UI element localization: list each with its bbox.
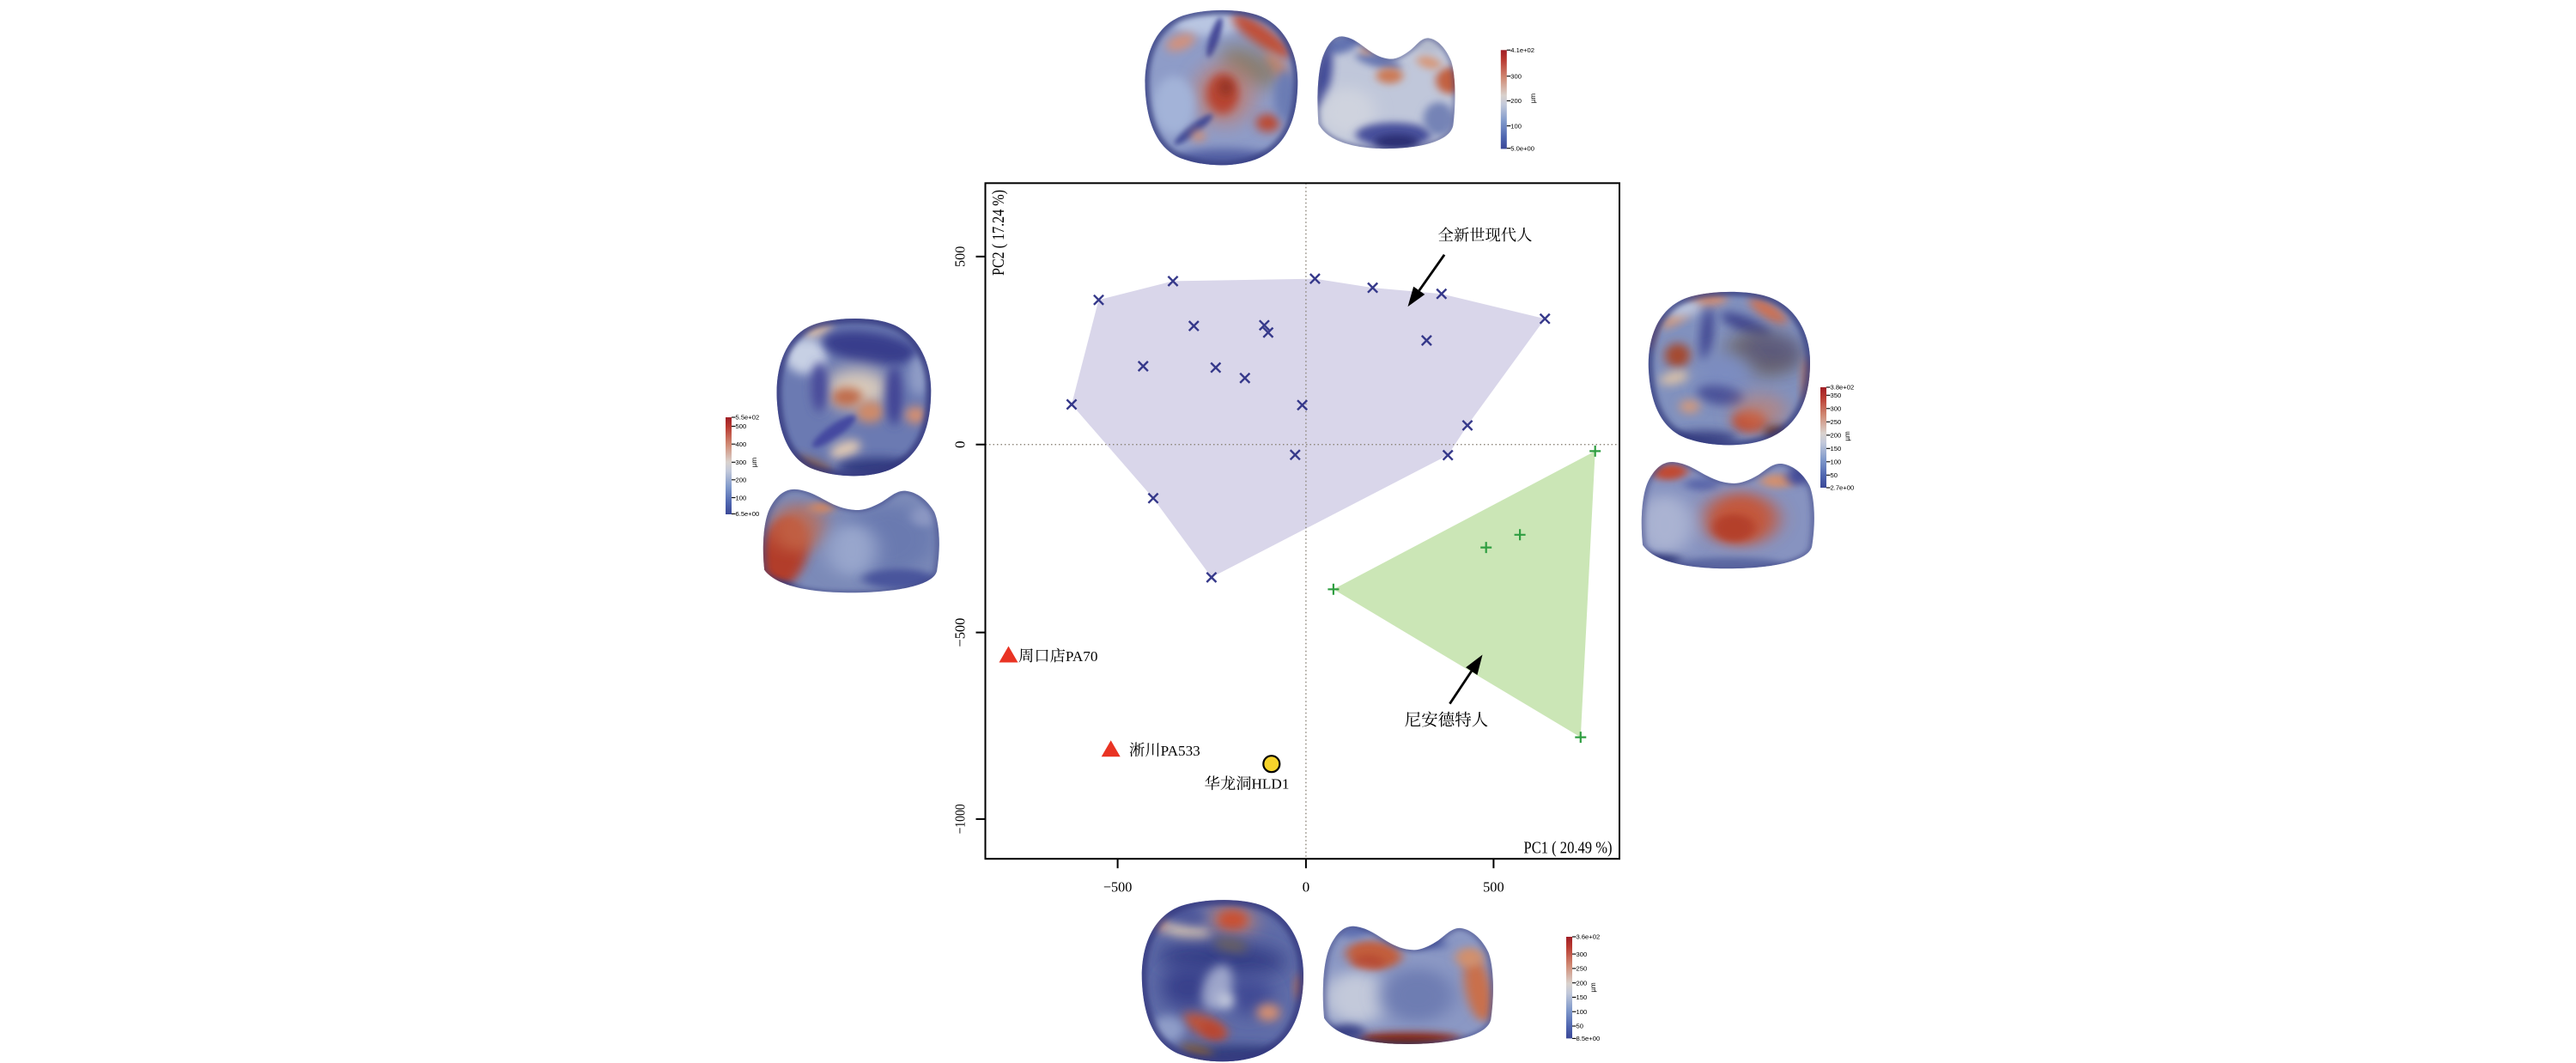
svg-text:300: 300	[1510, 72, 1522, 80]
svg-text:−500: −500	[1103, 878, 1132, 895]
svg-text:50: 50	[1577, 1023, 1583, 1030]
svg-text:300: 300	[1831, 405, 1842, 413]
svg-text:400: 400	[736, 440, 747, 448]
svg-text:5.0e+00: 5.0e+00	[1510, 144, 1534, 152]
svg-text:8.5e+00: 8.5e+00	[1577, 1035, 1601, 1042]
svg-text:200: 200	[736, 477, 747, 484]
svg-text:200: 200	[1510, 97, 1522, 105]
svg-text:250: 250	[1577, 965, 1588, 973]
svg-text:350: 350	[1831, 392, 1842, 399]
svg-text:500: 500	[736, 422, 747, 430]
svg-text:250: 250	[1831, 418, 1842, 426]
svg-text:3.8e+02: 3.8e+02	[1831, 384, 1855, 392]
svg-text:500: 500	[951, 246, 968, 268]
svg-text:−500: −500	[951, 618, 968, 647]
svg-text:150: 150	[1577, 993, 1588, 1001]
svg-text:0: 0	[951, 440, 968, 448]
svg-text:µm: µm	[1529, 94, 1537, 104]
svg-text:500: 500	[1483, 878, 1504, 895]
svg-text:5.5e+02: 5.5e+02	[736, 414, 760, 422]
svg-text:100: 100	[736, 494, 747, 501]
svg-text:100: 100	[1510, 122, 1522, 130]
svg-text:300: 300	[1577, 951, 1588, 958]
svg-text:µm: µm	[750, 458, 758, 468]
svg-text:150: 150	[1831, 445, 1842, 453]
svg-text:6.5e+00: 6.5e+00	[736, 510, 760, 518]
svg-text:50: 50	[1831, 471, 1838, 479]
svg-text:HLD1: HLD1	[1252, 776, 1290, 793]
svg-text:PC2 ( 17.24 %): PC2 ( 17.24 %)	[990, 190, 1008, 276]
svg-text:100: 100	[1831, 459, 1842, 466]
svg-text:100: 100	[1577, 1008, 1588, 1016]
svg-text:200: 200	[1577, 979, 1588, 987]
svg-text:300: 300	[736, 459, 747, 466]
svg-text:200: 200	[1831, 432, 1842, 440]
svg-text:3.6e+02: 3.6e+02	[1577, 933, 1601, 941]
svg-text:0: 0	[1303, 878, 1310, 895]
svg-text:µm: µm	[1844, 431, 1851, 441]
svg-text:−1000: −1000	[951, 804, 968, 834]
svg-text:4.1e+02: 4.1e+02	[1510, 46, 1534, 54]
svg-text:2.7e+00: 2.7e+00	[1831, 484, 1855, 492]
svg-text:PA533: PA533	[1161, 743, 1200, 759]
svg-text:µm: µm	[1589, 982, 1597, 993]
svg-text:PA70: PA70	[1066, 648, 1098, 665]
svg-text:PC1 ( 20.49 %): PC1 ( 20.49 %)	[1524, 840, 1613, 858]
